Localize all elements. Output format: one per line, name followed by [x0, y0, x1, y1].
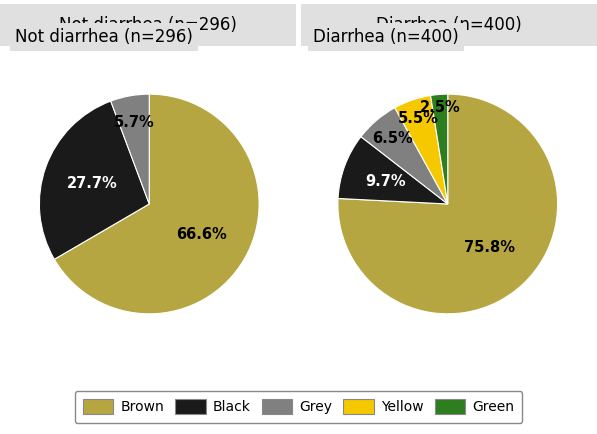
Text: 6.5%: 6.5%	[372, 132, 413, 146]
Wedge shape	[111, 94, 149, 204]
Wedge shape	[361, 108, 448, 204]
Text: 2.5%: 2.5%	[420, 100, 460, 115]
Wedge shape	[338, 137, 448, 204]
Wedge shape	[395, 95, 448, 204]
Wedge shape	[54, 94, 259, 314]
Text: Diarrhea (n=400): Diarrhea (n=400)	[376, 16, 522, 34]
Text: 5.7%: 5.7%	[114, 115, 155, 130]
Text: Not diarrhea (n=296): Not diarrhea (n=296)	[15, 28, 193, 46]
Text: 9.7%: 9.7%	[365, 174, 407, 188]
Text: 5.5%: 5.5%	[398, 111, 439, 126]
Wedge shape	[39, 101, 149, 259]
Legend: Brown, Black, Grey, Yellow, Green: Brown, Black, Grey, Yellow, Green	[75, 391, 522, 423]
Wedge shape	[430, 94, 448, 204]
Text: Not diarrhea (n=296): Not diarrhea (n=296)	[59, 16, 236, 34]
Text: 66.6%: 66.6%	[176, 227, 227, 242]
Text: 75.8%: 75.8%	[464, 240, 515, 255]
Text: Diarrhea (n=400): Diarrhea (n=400)	[313, 28, 459, 46]
Text: 27.7%: 27.7%	[67, 176, 118, 191]
Wedge shape	[338, 94, 558, 314]
